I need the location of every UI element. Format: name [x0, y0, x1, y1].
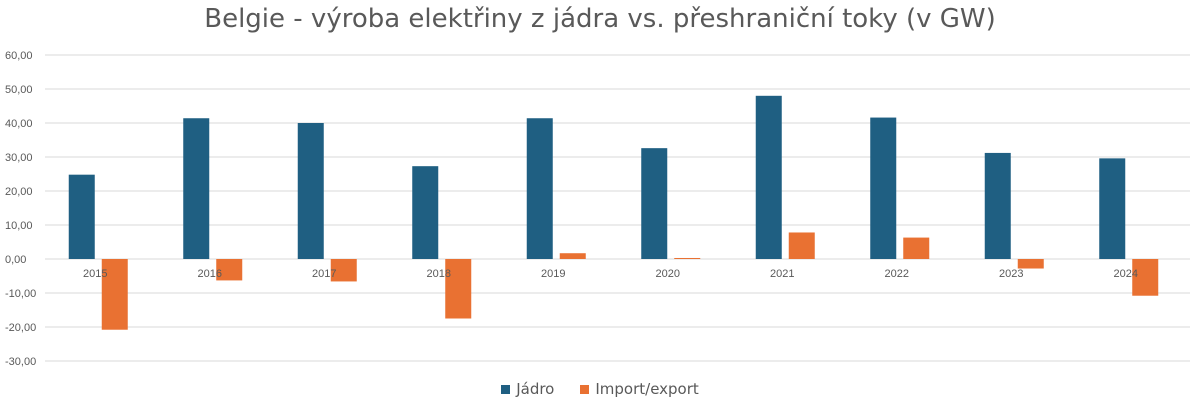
x-tick-label: 2023: [999, 268, 1023, 280]
legend-item-import-export: Import/export: [580, 380, 699, 398]
x-tick-label: 2020: [656, 268, 680, 280]
bar-import-export: [445, 259, 472, 319]
bar-jadro: [1099, 158, 1126, 259]
x-tick-label: 2015: [83, 268, 107, 280]
bar-jadro: [984, 152, 1011, 259]
bar-jadro: [68, 174, 95, 259]
axis-labels: -30,00 -20,00 -10,00 0,00 10,00 20,00 30,00 40,…: [5, 50, 1138, 368]
y-tick-label: 20,00: [5, 186, 33, 198]
y-tick-label: 50,00: [5, 84, 33, 96]
legend-label-jadro: Jádro: [516, 380, 555, 398]
y-tick-label: -10,00: [5, 288, 36, 300]
bar-jadro: [870, 117, 897, 259]
bar-jadro: [641, 148, 668, 259]
bar-import-export: [330, 259, 357, 282]
bar-import-export: [903, 237, 930, 259]
chart-plot: -30,00 -20,00 -10,00 0,00 10,00 20,00 30,00 40,…: [5, 50, 1190, 368]
bar-import-export: [101, 259, 128, 330]
bar-import-export: [1017, 259, 1044, 269]
bar-jadro: [297, 123, 324, 259]
y-tick-label: 30,00: [5, 152, 33, 164]
x-tick-label: 2018: [427, 268, 451, 280]
legend-item-jadro: Jádro: [501, 380, 554, 398]
legend-swatch-jadro: [501, 384, 511, 394]
legend-label-import-export: Import/export: [595, 380, 699, 398]
bar-import-export: [788, 232, 815, 259]
legend: Jádro Import/export: [0, 380, 1200, 398]
y-tick-label: 0,00: [5, 254, 26, 266]
y-tick-label: -20,00: [5, 322, 36, 334]
bar-jadro: [412, 166, 439, 259]
x-tick-label: 2021: [770, 268, 794, 280]
y-tick-label: 60,00: [5, 50, 33, 62]
chart-title: Belgie - výroba elektřiny z jádra vs. př…: [204, 4, 996, 34]
y-tick-label: 40,00: [5, 118, 33, 130]
x-tick-label: 2022: [885, 268, 909, 280]
bars: [68, 95, 1159, 330]
bar-import-export: [1132, 259, 1159, 296]
y-tick-label: -30,00: [5, 356, 36, 368]
x-tick-label: 2016: [198, 268, 222, 280]
x-tick-label: 2019: [541, 268, 565, 280]
y-tick-label: 10,00: [5, 220, 33, 232]
bar-import-export: [559, 253, 586, 259]
bar-jadro: [183, 118, 210, 260]
x-tick-label: 2024: [1114, 268, 1138, 280]
gridlines: [45, 54, 1190, 362]
x-tick-label: 2017: [312, 268, 336, 280]
bar-import-export: [216, 259, 243, 281]
bar-jadro: [526, 118, 553, 260]
bar-jadro: [755, 95, 782, 259]
legend-swatch-import-export: [580, 384, 590, 394]
bar-import-export: [674, 257, 701, 259]
